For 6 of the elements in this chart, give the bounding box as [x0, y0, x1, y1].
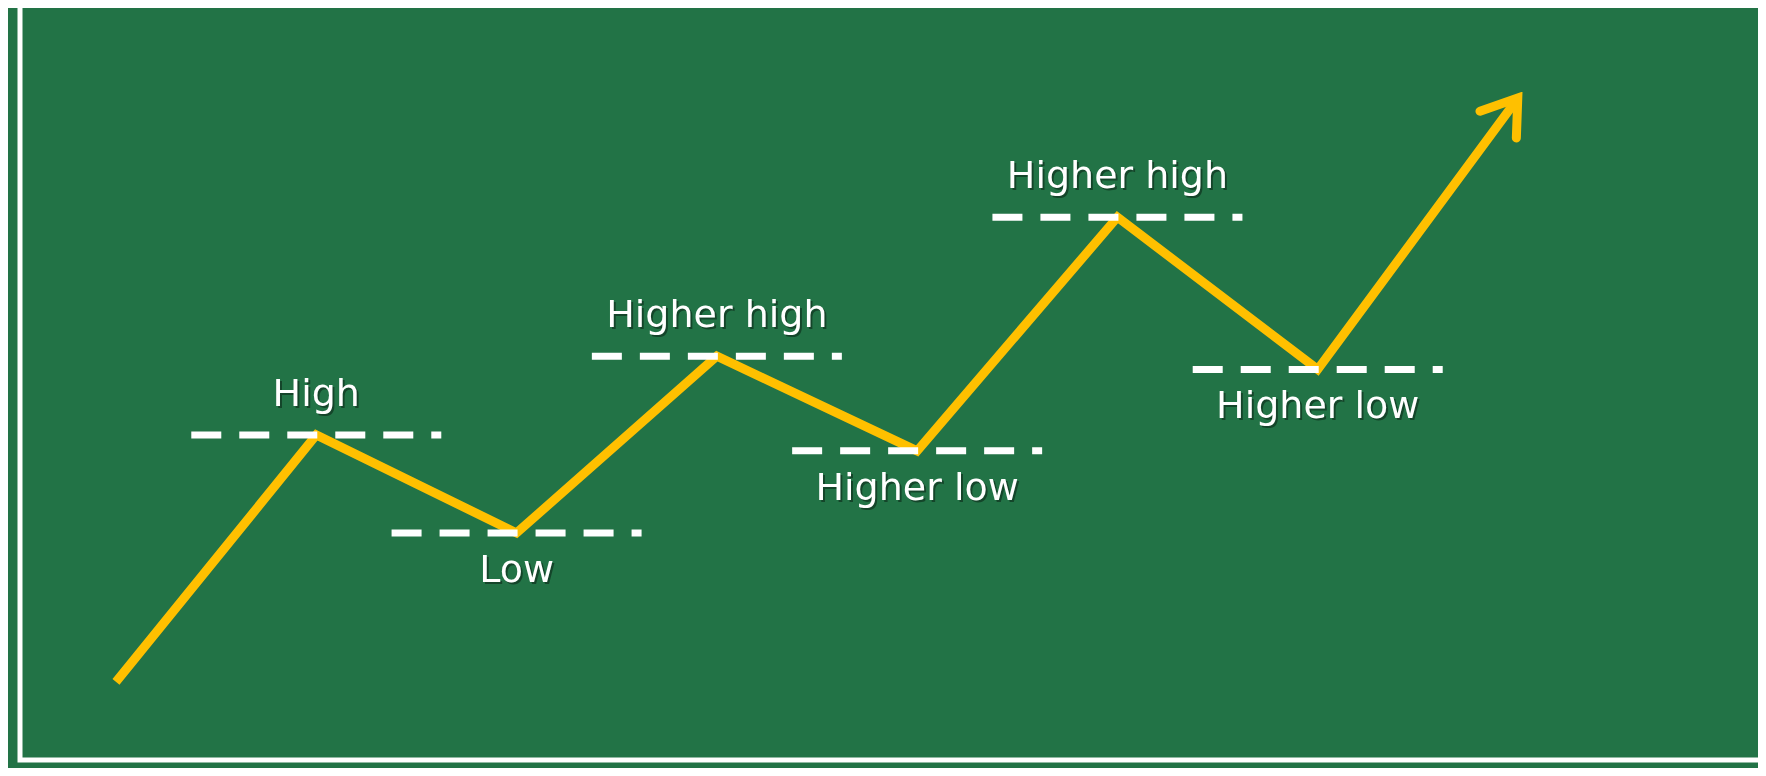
- ref-line-label: Higher low: [815, 464, 1019, 509]
- ref-line-label: Higher low: [1216, 383, 1420, 428]
- ref-line-label: High: [274, 372, 362, 417]
- ref-line-label: Low: [479, 546, 554, 591]
- ref-line-label: Higher high: [608, 294, 830, 339]
- ref-line-label: Higher high: [1008, 155, 1231, 200]
